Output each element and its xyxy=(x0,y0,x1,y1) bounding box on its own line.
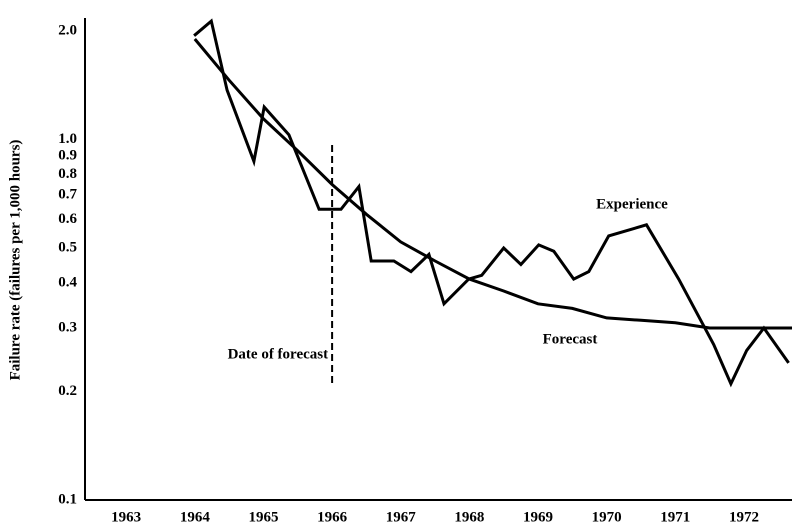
y-tick-label: 0.3 xyxy=(58,319,77,335)
x-tick-label: 1965 xyxy=(248,509,278,525)
y-tick-label: 0.1 xyxy=(58,491,77,507)
y-tick-label: 0.7 xyxy=(58,187,77,203)
x-tick-label: 1966 xyxy=(317,509,348,525)
y-tick-label: 0.5 xyxy=(58,239,77,255)
y-tick-label: 0.9 xyxy=(58,147,77,163)
y-tick-label: 1.0 xyxy=(58,131,77,147)
forecast-date-label: Date of forecast xyxy=(228,346,329,362)
series-label: Forecast xyxy=(543,331,598,347)
x-tick-label: 1972 xyxy=(729,509,759,525)
x-tick-label: 1971 xyxy=(660,509,690,525)
series-line xyxy=(193,18,790,388)
series-label: Experience xyxy=(596,196,668,212)
y-axis-label: Failure rate (failures per 1,000 hours) xyxy=(7,140,23,381)
y-tick-label: 0.6 xyxy=(58,211,77,227)
y-tick-label: 0.8 xyxy=(58,166,77,182)
x-tick-label: 1970 xyxy=(592,509,622,525)
y-tick-label: 2.0 xyxy=(58,22,77,38)
x-tick-label: 1964 xyxy=(180,509,211,525)
series-line xyxy=(193,38,792,330)
y-tick-label: 0.4 xyxy=(58,274,77,290)
x-tick-label: 1969 xyxy=(523,509,553,525)
y-tick-label: 0.2 xyxy=(58,383,77,399)
x-tick-label: 1967 xyxy=(386,509,417,525)
x-tick-label: 1968 xyxy=(454,509,484,525)
x-tick-label: 1963 xyxy=(111,509,141,525)
